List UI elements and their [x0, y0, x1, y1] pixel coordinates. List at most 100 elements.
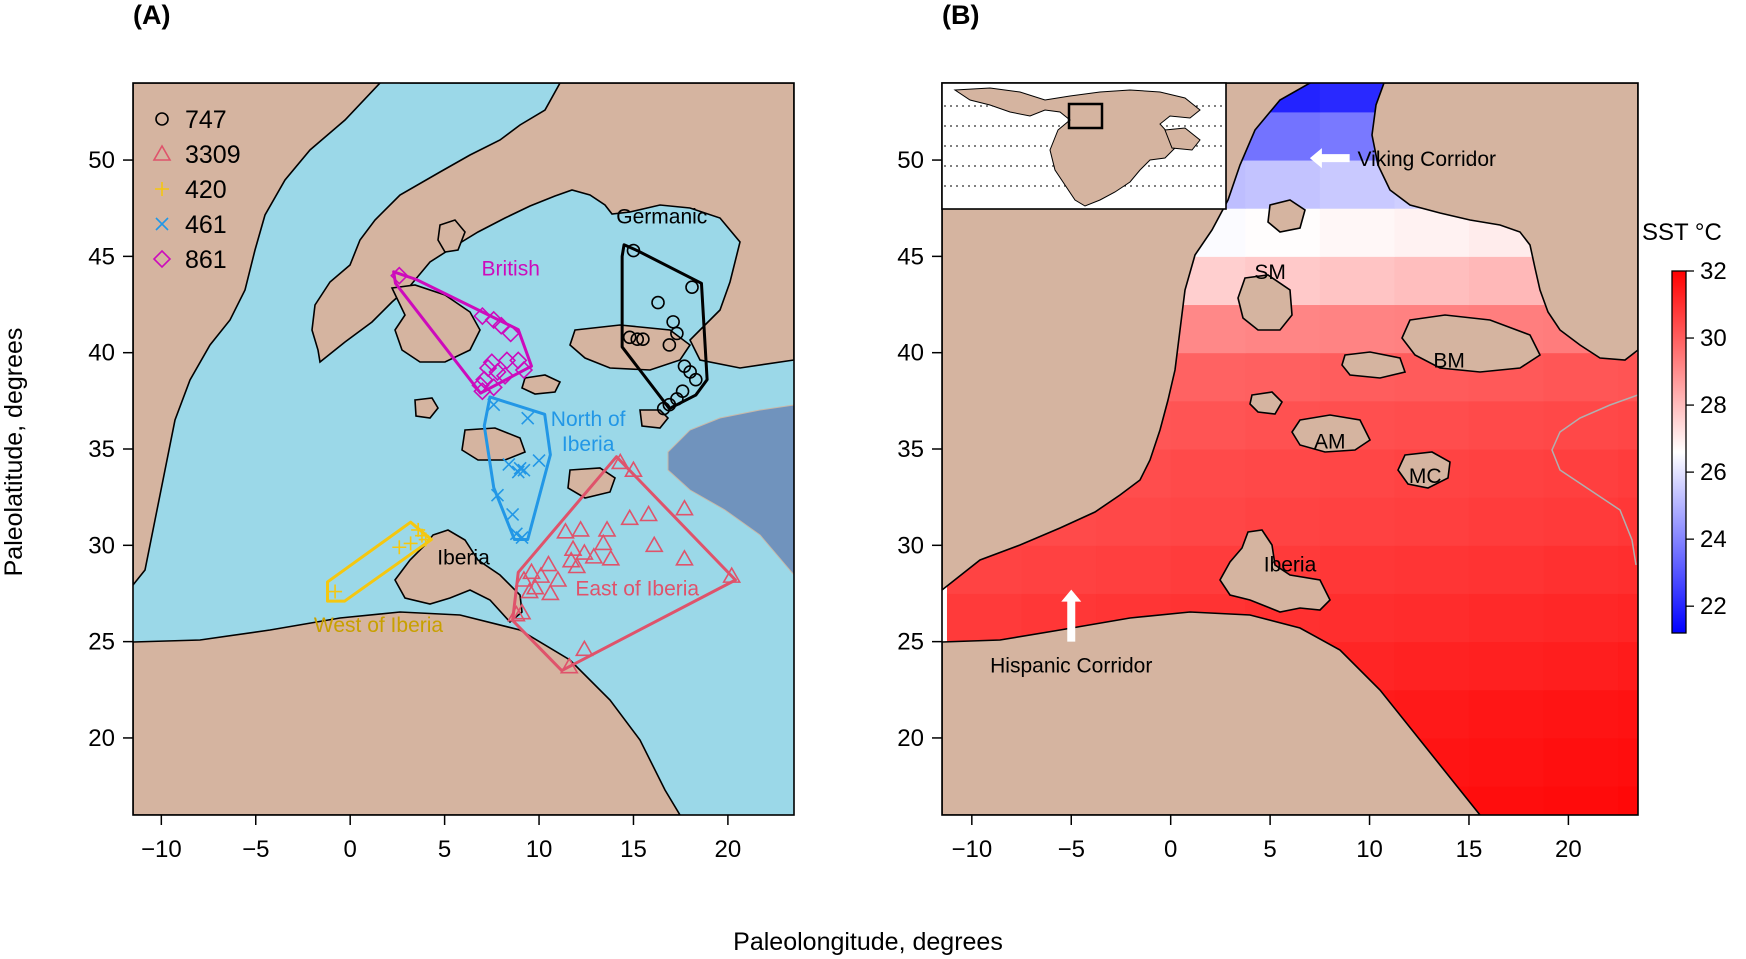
legend: 747 3309 420 461 861	[152, 106, 241, 274]
sst-cell	[1245, 449, 1321, 498]
data-point	[492, 316, 511, 335]
data-point	[520, 581, 539, 599]
panel-a-y-tick-label: 50	[88, 147, 115, 174]
group-label: West of Iberia	[314, 614, 443, 637]
data-point	[610, 452, 630, 470]
land-b-sm	[1237, 274, 1293, 331]
data-point	[390, 266, 409, 285]
data-point	[418, 532, 433, 547]
panel-b-y-tick-label: 20	[897, 725, 924, 752]
data-point	[328, 584, 343, 599]
panel-a-x-tick-label: −5	[242, 836, 269, 863]
group-label: Iberia	[437, 547, 490, 570]
sst-cell	[1468, 545, 1545, 594]
sst-cell	[1319, 593, 1395, 643]
colorbar-tick-label: 26	[1700, 459, 1727, 486]
sst-cell	[1618, 400, 1638, 450]
sst-cell	[1394, 400, 1470, 450]
sst-cell	[1618, 352, 1638, 402]
data-point	[670, 326, 684, 341]
data-point	[506, 507, 520, 522]
hull-germanic	[620, 243, 709, 411]
sst-cell	[1319, 545, 1395, 594]
sst-cell	[1468, 593, 1545, 643]
sst-cell	[1468, 737, 1545, 787]
data-point	[473, 306, 492, 326]
inset-study-box	[1067, 102, 1104, 130]
data-point	[675, 499, 694, 516]
panel-a-y-tick-label: 25	[88, 629, 115, 656]
sst-cell	[1394, 593, 1470, 643]
group-label: British	[482, 258, 540, 281]
legend-marker	[155, 112, 169, 126]
sst-cell	[1319, 304, 1395, 354]
data-point	[584, 547, 604, 564]
sst-cell	[1245, 160, 1321, 209]
data-point	[540, 583, 560, 601]
group-label: East of Iberia	[575, 577, 699, 600]
data-point	[571, 520, 590, 537]
data-point	[636, 332, 650, 347]
data-point	[414, 528, 429, 543]
data-point	[514, 360, 534, 380]
panel-a-x-tick-label: 20	[715, 836, 742, 863]
data-point	[651, 295, 665, 310]
region-labels: SM BM AM MC Iberia	[1254, 261, 1464, 577]
legend-label: 861	[185, 246, 227, 274]
data-point	[515, 531, 529, 545]
panel-b-x-tick-label: 10	[1356, 836, 1383, 863]
data-point	[601, 549, 621, 566]
sst-cell	[1468, 497, 1545, 546]
sst-cell	[1618, 641, 1638, 691]
data-point	[620, 508, 640, 526]
sst-cell	[1096, 497, 1172, 546]
sst-cell	[1618, 786, 1638, 815]
sst-cell	[1319, 256, 1395, 306]
data-point	[561, 551, 581, 568]
land-b-iberia	[1219, 529, 1331, 613]
colorbar-tick-label: 22	[1700, 593, 1727, 620]
data-point	[593, 533, 613, 551]
sst-cell	[1394, 497, 1470, 546]
sst-cell	[1170, 400, 1246, 450]
legend-label: 747	[185, 106, 227, 134]
x-axis-label: Paleolongitude, degrees	[733, 928, 1003, 956]
data-point	[473, 382, 492, 401]
sst-cell	[1245, 352, 1321, 402]
panel-a-x-tick-label: 15	[620, 836, 647, 863]
group-labels: Germanic British North of Iberia West of Ibe…	[314, 206, 707, 637]
y-axis-label: Paleolatitude, degrees	[0, 328, 28, 577]
corridor-label: Hispanic Corridor	[990, 655, 1152, 678]
sst-cell	[1543, 786, 1619, 815]
land-south-africa	[133, 611, 681, 815]
sst-cell	[946, 593, 1023, 643]
data-point	[521, 411, 535, 425]
data-point	[517, 463, 531, 477]
land-b-north-east	[1371, 83, 1638, 361]
sst-cell	[1319, 497, 1395, 546]
corridor-annotations: Viking Corridor Hispanic Corridor	[990, 148, 1496, 678]
panel-b-axes: −10 −5 0 5 10 15 20 20 25 30 35 40 45 50	[897, 147, 1581, 863]
panel-a-x-tick-label: −10	[141, 836, 182, 863]
sst-cell	[1096, 545, 1172, 594]
data-point	[475, 370, 494, 389]
data-point	[471, 376, 490, 395]
data-point	[411, 522, 426, 537]
data-point	[722, 566, 742, 583]
data-point	[622, 330, 637, 345]
colorbar-tick-label: 24	[1700, 526, 1727, 553]
legend-label: 3309	[185, 141, 241, 169]
panel-a-y-tick-label: 30	[88, 532, 115, 559]
data-point	[392, 540, 407, 555]
panel-a-x-tick-label: 0	[344, 836, 357, 863]
inset-land-2	[1164, 127, 1201, 151]
panel-b-x-tick-label: −10	[951, 836, 992, 863]
data-point	[490, 488, 505, 502]
data-point	[688, 372, 703, 387]
data-point	[574, 543, 594, 560]
panel-a-x-tick-label: 10	[526, 836, 553, 863]
data-point	[531, 566, 551, 583]
sst-cell	[1170, 497, 1246, 546]
land-b-mc	[1397, 451, 1451, 489]
panel-a-y-tick-label: 20	[88, 725, 115, 752]
